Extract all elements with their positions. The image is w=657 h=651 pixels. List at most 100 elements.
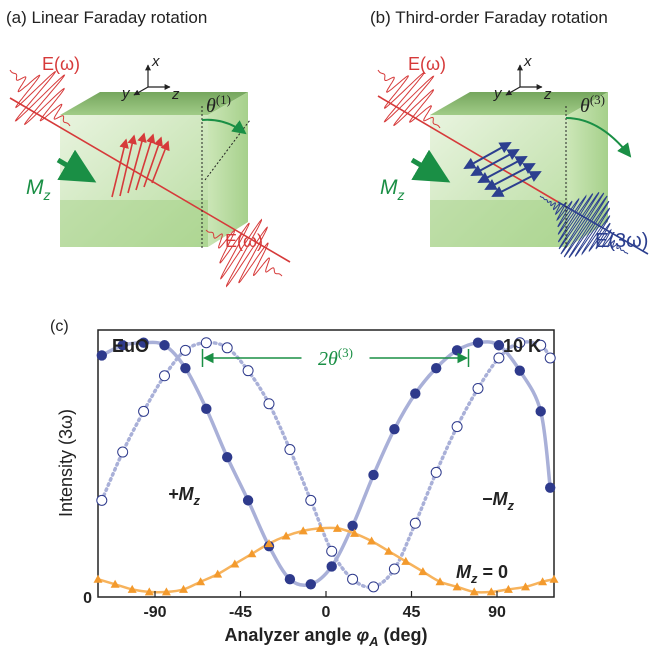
label-mz-zero: Mz = 0 (456, 562, 508, 586)
label-minus-mz: −Mz (482, 489, 515, 513)
data-point-mz-zero (435, 577, 445, 586)
data-point-minus-mz (200, 337, 212, 349)
panel-a-e-in-label: E(ω) (42, 54, 80, 74)
panel-a: (a) Linear Faraday rotation (6, 8, 291, 288)
panel-b-title: (b) Third-order Faraday rotation (370, 8, 608, 27)
data-point-minus-mz (305, 494, 317, 506)
data-point-plus-mz (535, 406, 546, 417)
panel-b-incoming-wave (377, 69, 441, 129)
fit-curve-mz-zero (97, 526, 555, 594)
data-point-mz-zero (196, 577, 206, 586)
data-point-minus-mz (96, 494, 108, 506)
temperature-label: 10 K (503, 336, 541, 356)
data-point-mz-zero (486, 587, 496, 596)
data-point-mz-zero (247, 549, 257, 558)
data-point-plus-mz (431, 362, 442, 374)
panel-a-axes (133, 64, 171, 96)
data-point-minus-mz (514, 337, 526, 349)
data-point-minus-mz (451, 421, 463, 433)
data-point-mz-zero (93, 574, 103, 583)
panel-b-axis-z: z (543, 86, 552, 103)
x-tick-label: 90 (488, 604, 506, 621)
panel-c: (c) EuO 10 K 2θ(3) +Mz −Mz Mz = 0 Analyz… (50, 318, 559, 649)
data-point-mz-zero (367, 536, 377, 545)
x-axis-title: Analyzer angle φA (deg) (224, 625, 427, 649)
x-tick-label: -90 (143, 604, 166, 621)
data-point-plus-mz (493, 340, 505, 351)
data-point-plus-mz (514, 365, 525, 376)
panel-a-mz-arrow (56, 149, 97, 183)
data-point-mz-zero (264, 539, 274, 548)
x-tick-label: 45 (403, 604, 421, 621)
data-point-plus-mz (242, 495, 254, 506)
panel-b-e-in-label: E(ω) (408, 54, 446, 74)
data-point-mz-zero (110, 579, 120, 588)
data-point-mz-zero (401, 556, 411, 565)
panel-a-axis-y: y (121, 85, 131, 102)
data-point-minus-mz (409, 517, 421, 529)
data-point-plus-mz (347, 520, 358, 531)
panel-b: (b) Third-order Faraday rotation Mz E(ω)… (370, 8, 648, 259)
data-point-mz-zero (503, 584, 513, 593)
panel-a-polarization-arrows (111, 132, 170, 198)
plot-area (93, 337, 559, 596)
data-point-minus-mz (117, 446, 129, 458)
panel-a-rotated-line (204, 119, 251, 181)
plot-frame (97, 329, 555, 598)
material-label: EuO (112, 336, 149, 356)
data-point-plus-mz (284, 574, 296, 585)
data-point-plus-mz (410, 388, 421, 399)
data-point-mz-zero (452, 582, 462, 591)
data-point-minus-mz (326, 545, 338, 557)
y-axis-title: Intensity (3ω) (56, 409, 76, 517)
data-point-mz-zero (315, 523, 325, 532)
data-point-minus-mz (430, 466, 442, 478)
data-point-plus-mz (451, 345, 463, 356)
data-point-plus-mz (222, 451, 233, 463)
y-axis-ticks: 0 (83, 590, 92, 607)
data-point-minus-mz (159, 370, 170, 382)
data-point-plus-mz (201, 403, 212, 415)
panel-b-polarization-arrows (463, 142, 542, 197)
data-point-minus-mz (368, 581, 379, 593)
panel-a-outgoing-wave (205, 218, 283, 288)
panel-a-e-out-label: E(ω) (225, 231, 263, 251)
y-tick-label: 0 (83, 590, 92, 607)
panel-b-theta-label: θ(3) (580, 92, 605, 117)
data-point-minus-mz (388, 563, 400, 575)
panel-a-axis-z: z (171, 86, 180, 103)
panel-a-theta-arrow (201, 118, 247, 135)
data-point-minus-mz (347, 573, 359, 585)
data-point-plus-mz (389, 423, 400, 435)
data-point-mz-zero (281, 531, 291, 540)
panel-b-mz-arrow (410, 149, 451, 183)
panel-c-tag: (c) (50, 318, 69, 335)
data-point-minus-mz (138, 405, 150, 417)
panel-a-crystal (60, 92, 248, 247)
rotation-label: 2θ(3) (318, 345, 353, 370)
data-point-mz-zero (230, 559, 240, 568)
data-point-plus-mz (368, 469, 379, 481)
data-point-minus-mz (263, 398, 275, 410)
data-point-minus-mz (221, 342, 233, 354)
data-point-plus-mz (472, 337, 484, 348)
data-point-plus-mz (305, 579, 316, 590)
x-axis-ticks: -90 -45 0 45 90 (143, 591, 506, 621)
x-tick-label: -45 (229, 604, 252, 621)
data-point-mz-zero (418, 567, 428, 576)
data-point-minus-mz (493, 352, 505, 364)
data-point-plus-mz (117, 340, 128, 351)
data-point-mz-zero (127, 584, 137, 593)
panel-b-axis-y: y (493, 85, 503, 102)
data-point-mz-zero (179, 584, 188, 593)
data-point-plus-mz (159, 340, 170, 351)
data-point-minus-mz (284, 444, 296, 456)
data-point-plus-mz (545, 482, 556, 493)
data-point-minus-mz (472, 382, 484, 394)
data-point-mz-zero (161, 587, 171, 596)
panel-b-mz-label: Mz (380, 176, 405, 203)
data-point-minus-mz (544, 352, 556, 364)
data-point-minus-mz (535, 339, 547, 351)
x-tick-label: 0 (322, 604, 331, 621)
data-point-mz-zero (384, 546, 394, 555)
